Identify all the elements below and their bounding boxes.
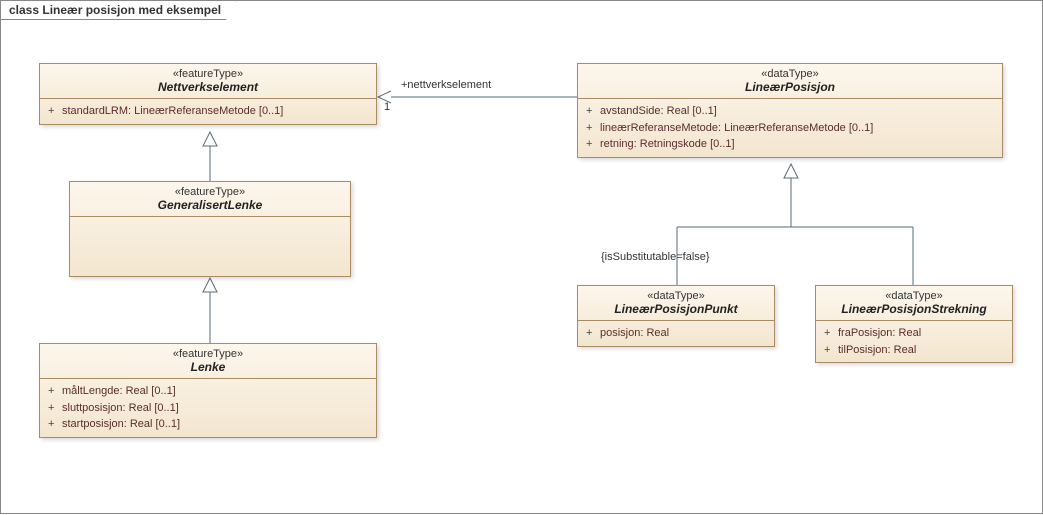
class-head: «featureType» GeneralisertLenke (70, 182, 350, 217)
stereotype: «dataType» (584, 68, 996, 80)
visibility: + (586, 103, 600, 120)
stereotype: «dataType» (584, 290, 768, 302)
assoc-mult-label: 1 (384, 101, 390, 113)
stereotype: «featureType» (46, 348, 370, 360)
attribute: + lineærReferanseMetode: LineærReferanse… (586, 120, 994, 137)
visibility: + (586, 136, 600, 153)
attr-text: tilPosisjon: Real (838, 342, 916, 359)
attr-text: retning: Retningskode [0..1] (600, 136, 735, 153)
attribute: + posisjon: Real (586, 325, 766, 342)
attr-text: lineærReferanseMetode: LineærReferanseMe… (600, 120, 873, 137)
attr-text: sluttposisjon: Real [0..1] (62, 400, 179, 417)
stereotype: «featureType» (46, 68, 370, 80)
diagram-frame: class Lineær posisjon med eksempel +nett… (0, 0, 1043, 514)
attribute: + måltLengde: Real [0..1] (48, 383, 368, 400)
class-head: «dataType» LineærPosisjon (578, 64, 1002, 99)
class-head: «featureType» Lenke (40, 344, 376, 379)
class-generalisertlenke: «featureType» GeneralisertLenke (69, 181, 351, 277)
class-linearposisjonpunkt: «dataType» LineærPosisjonPunkt + posisjo… (577, 285, 775, 347)
class-body: + fraPosisjon: Real + tilPosisjon: Real (816, 321, 1012, 362)
attribute: + standardLRM: LineærReferanseMetode [0.… (48, 103, 368, 120)
attr-text: posisjon: Real (600, 325, 669, 342)
attribute: + startposisjon: Real [0..1] (48, 416, 368, 433)
attr-text: avstandSide: Real [0..1] (600, 103, 717, 120)
class-body (70, 217, 350, 235)
class-body: + standardLRM: LineærReferanseMetode [0.… (40, 99, 376, 124)
attribute: + retning: Retningskode [0..1] (586, 136, 994, 153)
attr-text: fraPosisjon: Real (838, 325, 921, 342)
class-name: LineærPosisjon (584, 80, 996, 94)
diagram-title: class Lineær posisjon med eksempel (9, 3, 221, 17)
class-nettverkselement: «featureType» Nettverkselement + standar… (39, 63, 377, 125)
class-body: + avstandSide: Real [0..1] + lineærRefer… (578, 99, 1002, 157)
visibility: + (48, 416, 62, 433)
stereotype: «dataType» (822, 290, 1006, 302)
visibility: + (586, 325, 600, 342)
attribute: + fraPosisjon: Real (824, 325, 1004, 342)
attr-text: måltLengde: Real [0..1] (62, 383, 176, 400)
class-name: LineærPosisjonStrekning (822, 302, 1006, 316)
visibility: + (48, 400, 62, 417)
visibility: + (48, 383, 62, 400)
visibility: + (586, 120, 600, 137)
visibility: + (824, 342, 838, 359)
assoc-role-label: +nettverkselement (401, 79, 491, 91)
class-name: Nettverkselement (46, 80, 370, 94)
class-body: + måltLengde: Real [0..1] + sluttposisjo… (40, 379, 376, 437)
stereotype: «featureType» (76, 186, 344, 198)
attr-text: standardLRM: LineærReferanseMetode [0..1… (62, 103, 283, 120)
class-linearposisjon: «dataType» LineærPosisjon + avstandSide:… (577, 63, 1003, 158)
attribute: + tilPosisjon: Real (824, 342, 1004, 359)
diagram-title-tab: class Lineær posisjon med eksempel (0, 0, 236, 20)
class-head: «dataType» LineærPosisjonStrekning (816, 286, 1012, 321)
class-name: GeneralisertLenke (76, 198, 344, 212)
attr-text: startposisjon: Real [0..1] (62, 416, 180, 433)
class-body: + posisjon: Real (578, 321, 774, 346)
class-name: LineærPosisjonPunkt (584, 302, 768, 316)
visibility: + (48, 103, 62, 120)
class-lenke: «featureType» Lenke + måltLengde: Real [… (39, 343, 377, 438)
class-head: «featureType» Nettverkselement (40, 64, 376, 99)
constraint-label: {isSubstitutable=false} (601, 251, 710, 263)
class-linearposisjonstrekning: «dataType» LineærPosisjonStrekning + fra… (815, 285, 1013, 363)
class-name: Lenke (46, 360, 370, 374)
attribute: + sluttposisjon: Real [0..1] (48, 400, 368, 417)
class-head: «dataType» LineærPosisjonPunkt (578, 286, 774, 321)
visibility: + (824, 325, 838, 342)
attribute: + avstandSide: Real [0..1] (586, 103, 994, 120)
